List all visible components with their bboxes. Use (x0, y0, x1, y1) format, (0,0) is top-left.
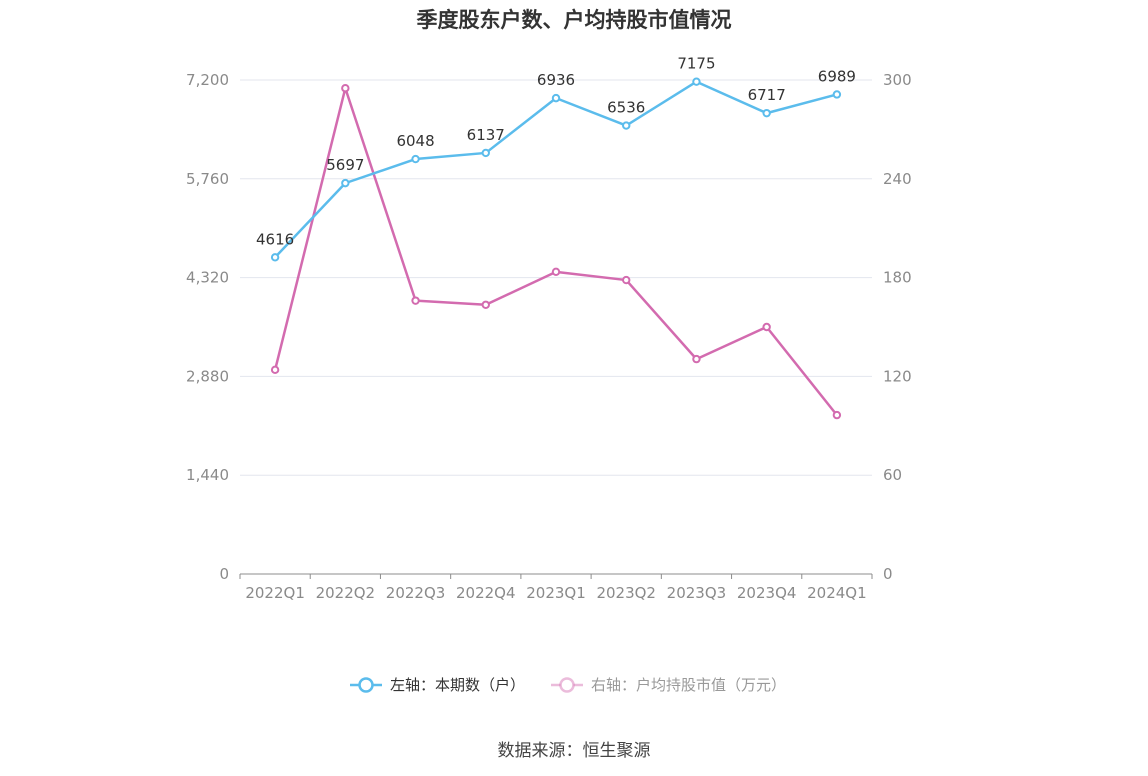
left-y-tick-label: 2,880 (186, 367, 229, 385)
legend[interactable]: 左轴：本期数（户） 右轴：户均持股市值（万元） (350, 676, 786, 694)
legend-label: 右轴：户均持股市值（万元） (591, 676, 786, 694)
x-tick-label: 2022Q2 (316, 584, 376, 602)
right-y-tick-label: 300 (883, 71, 912, 89)
right-y-tick-label: 60 (883, 466, 902, 484)
left-y-tick-label: 4,320 (186, 269, 229, 287)
shareholder-count-point[interactable] (411, 154, 420, 164)
data-labels: 4616 5697 6048 6137 6936 6536 7175 6717 6989 (256, 55, 856, 249)
avg-holding-value-point[interactable] (481, 300, 490, 309)
series-lines (270, 77, 842, 420)
x-tick-label: 2023Q1 (526, 584, 586, 602)
left-y-tick-label: 1,440 (186, 466, 229, 484)
right-y-tick-label: 120 (883, 367, 912, 385)
shareholder-count-data-label: 5697 (326, 156, 364, 174)
right-y-tick-label: 240 (883, 170, 912, 188)
shareholder-count-data-label: 6717 (748, 86, 786, 104)
x-tick-label: 2023Q4 (737, 584, 797, 602)
avg-holding-value-point[interactable] (341, 84, 350, 93)
shareholder-count-point[interactable] (270, 253, 280, 262)
x-tick-label: 2024Q1 (807, 584, 867, 602)
left-y-tick-label: 0 (219, 565, 229, 583)
avg-holding-value-point[interactable] (270, 365, 280, 375)
chart-title: 季度股东户数、户均持股市值情况 (416, 8, 732, 32)
avg-holding-value-point[interactable] (622, 275, 631, 285)
shareholder-count-point[interactable] (481, 148, 490, 158)
legend-marker-icon (559, 677, 575, 693)
right-y-tick-label: 180 (883, 269, 912, 287)
axes: 2022Q1 2022Q2 2022Q3 2022Q4 2023Q1 2023Q2 2023… (186, 71, 912, 602)
shareholder-count-data-label: 6137 (467, 126, 505, 144)
legend-item-avg-holding-value[interactable]: 右轴：户均持股市值（万元） (551, 676, 786, 694)
shareholder-count-point[interactable] (622, 121, 631, 130)
right-y-tick-label: 0 (883, 565, 893, 583)
x-tick-label: 2023Q2 (596, 584, 656, 602)
shareholder-count-point[interactable] (551, 93, 561, 103)
shareholder-count-point[interactable] (762, 108, 771, 118)
x-tick-label: 2023Q3 (667, 584, 727, 602)
avg-holding-value-line (273, 86, 838, 416)
shareholder-count-data-label: 6989 (818, 67, 856, 85)
avg-holding-value-point[interactable] (692, 354, 701, 364)
shareholder-count-point[interactable] (832, 90, 842, 99)
x-tick-label: 2022Q4 (456, 584, 516, 602)
shareholder-count-data-label: 6936 (537, 71, 575, 89)
avg-holding-value-point[interactable] (832, 410, 842, 420)
x-tick-label: 2022Q3 (386, 584, 446, 602)
avg-holding-value-point[interactable] (551, 267, 561, 277)
legend-marker-icon (358, 677, 374, 693)
avg-holding-value-point[interactable] (411, 296, 420, 305)
shareholder-count-data-label: 4616 (256, 230, 294, 248)
grid-lines (240, 79, 872, 476)
shareholder-count-data-label: 7175 (677, 55, 715, 73)
shareholder-count-point[interactable] (692, 77, 701, 86)
avg-holding-value-point[interactable] (762, 322, 771, 332)
shareholder-count-point[interactable] (341, 178, 350, 188)
shareholder-count-data-label: 6048 (396, 132, 434, 150)
source-note: 数据来源：恒生聚源 (497, 741, 651, 761)
legend-item-shareholder-count[interactable]: 左轴：本期数（户） (350, 676, 525, 694)
left-y-tick-label: 7,200 (186, 71, 229, 89)
legend-label: 左轴：本期数（户） (390, 676, 525, 694)
x-tick-label: 2022Q1 (245, 584, 305, 602)
left-y-tick-label: 5,760 (186, 170, 229, 188)
shareholder-count-data-label: 6536 (607, 99, 645, 117)
